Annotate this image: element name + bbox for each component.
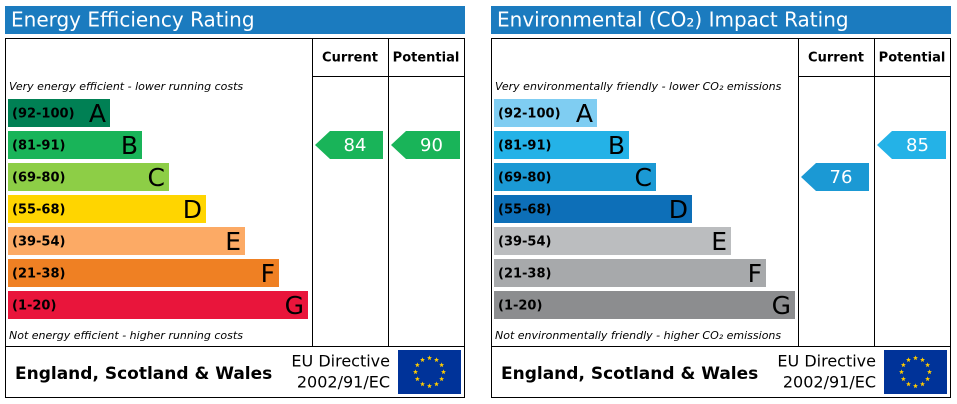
rating-band	[8, 131, 142, 159]
bottom-note: Not environmentally friendly - higher CO…	[495, 329, 781, 342]
footer-region: England, Scotland & Wales	[501, 364, 758, 384]
panel-title: Energy Efficiency Rating	[11, 8, 255, 32]
band-range: (55-68)	[498, 203, 551, 218]
band-letter: A	[89, 99, 106, 128]
rating-band	[494, 195, 692, 223]
eu-star	[427, 383, 432, 389]
panel-frame	[491, 38, 951, 398]
rating-band	[494, 99, 597, 127]
rating-band	[8, 291, 308, 319]
band-letter: F	[261, 259, 275, 288]
rating-band	[8, 227, 245, 255]
eu-star	[413, 369, 418, 375]
title-bar	[491, 6, 951, 34]
rating-band	[8, 163, 169, 191]
band-letter: B	[121, 131, 138, 160]
band-letter: E	[225, 227, 241, 256]
band-letter: G	[772, 291, 791, 320]
band-letter: G	[285, 291, 304, 320]
eu-star	[913, 355, 918, 361]
eu-star	[900, 376, 906, 382]
eu-star	[414, 362, 420, 368]
band-range: (39-54)	[498, 235, 551, 250]
eu-star	[906, 357, 911, 362]
band-letter: A	[576, 99, 593, 128]
rating-band	[494, 131, 629, 159]
band-range: (92-100)	[12, 107, 75, 122]
eu-star	[906, 381, 911, 387]
panel-title: Environmental (CO₂) Impact Rating	[497, 8, 849, 32]
rating-band	[494, 259, 766, 287]
rating-band	[8, 259, 279, 287]
band-letter: C	[148, 163, 165, 192]
eu-star	[913, 383, 918, 389]
top-note: Very environmentally friendly - lower CO…	[495, 80, 782, 93]
band-range: (21-38)	[12, 267, 65, 282]
footer-directive: 2002/91/EC	[783, 373, 876, 392]
band-letter: D	[183, 195, 202, 224]
column-header: Potential	[879, 51, 946, 66]
band-range: (69-80)	[498, 171, 551, 186]
band-range: (81-91)	[498, 139, 551, 154]
eu-star	[900, 362, 906, 368]
eu-star	[925, 376, 931, 382]
column-header: Potential	[393, 51, 460, 66]
eu-star	[927, 369, 932, 375]
rating-arrow	[315, 131, 383, 159]
eu-star	[420, 381, 425, 387]
eu-star	[434, 381, 439, 387]
band-range: (21-38)	[498, 267, 551, 282]
eu-star	[439, 362, 445, 368]
rating-band	[494, 291, 795, 319]
eu-star	[899, 369, 904, 375]
band-letter: C	[635, 163, 652, 192]
band-letter: E	[711, 227, 727, 256]
column-header: Current	[322, 51, 378, 66]
rating-value: 84	[344, 135, 367, 156]
band-letter: D	[669, 195, 688, 224]
eu-star	[920, 357, 925, 362]
rating-value: 90	[420, 135, 443, 156]
eu-star	[427, 355, 432, 361]
band-range: (1-20)	[12, 299, 56, 314]
eu-star	[434, 357, 439, 362]
footer-directive: EU Directive	[291, 352, 390, 371]
column-header: Current	[808, 51, 864, 66]
rating-band	[494, 227, 731, 255]
band-range: (39-54)	[12, 235, 65, 250]
eu-star	[439, 376, 445, 382]
band-range: (1-20)	[498, 299, 542, 314]
band-letter: B	[608, 131, 625, 160]
eu-star	[420, 357, 425, 362]
eu-star	[920, 381, 925, 387]
rating-arrow	[391, 131, 460, 159]
rating-arrow	[801, 163, 869, 191]
rating-band	[8, 99, 110, 127]
band-range: (55-68)	[12, 203, 65, 218]
rating-arrow	[877, 131, 946, 159]
rating-value: 85	[906, 135, 929, 156]
eu-star	[925, 362, 931, 368]
top-note: Very energy efficient - lower running co…	[9, 80, 243, 93]
rating-band	[494, 163, 656, 191]
band-range: (69-80)	[12, 171, 65, 186]
panel-frame	[5, 38, 465, 398]
footer-directive: 2002/91/EC	[297, 373, 390, 392]
rating-band	[8, 195, 206, 223]
footer-directive: EU Directive	[777, 352, 876, 371]
rating-panel: Energy Efficiency Rating Current Potential…	[5, 6, 465, 398]
band-letter: F	[748, 259, 762, 288]
band-range: (92-100)	[498, 107, 561, 122]
rating-value: 76	[830, 167, 853, 188]
bottom-note: Not energy efficient - higher running co…	[9, 329, 243, 342]
eu-star	[414, 376, 420, 382]
band-range: (81-91)	[12, 139, 65, 154]
footer-region: England, Scotland & Wales	[15, 364, 272, 384]
title-bar	[5, 6, 465, 34]
rating-panel: Environmental (CO₂) Impact Rating Current…	[491, 6, 951, 398]
eu-star	[441, 369, 446, 375]
